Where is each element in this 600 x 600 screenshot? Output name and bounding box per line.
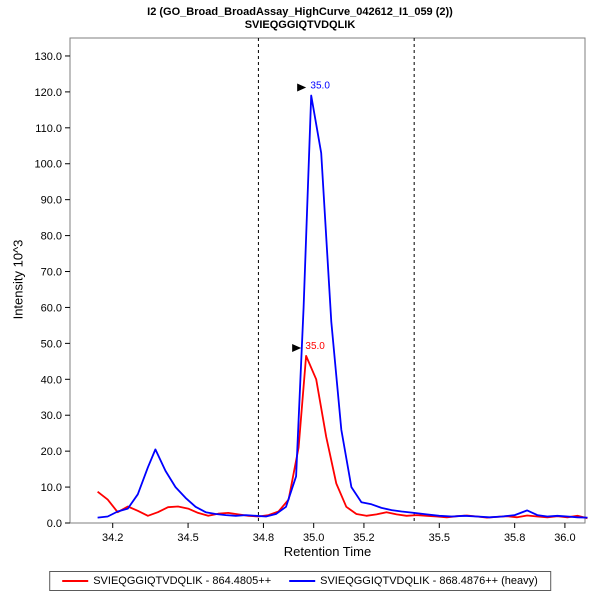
plot-area[interactable] [69,37,586,524]
y-tick-label: 80.0 [41,231,62,243]
y-tick-label: 60.0 [41,302,62,314]
legend-label: SVIEQGGIQTVDQLIK - 868.4876++ (heavy) [320,575,538,587]
x-tick-label: 35.5 [429,532,450,544]
legend-label: SVIEQGGIQTVDQLIK - 864.4805++ [93,575,272,587]
y-tick-label: 70.0 [41,267,62,279]
y-tick-label: 130.0 [34,51,62,63]
x-axis-label: Retention Time [283,544,372,559]
peak-flag-icon [292,343,302,352]
y-tick-label: 30.0 [41,410,62,422]
chart-title-line2: SVIEQGGIQTVDQLIK [244,19,356,31]
x-tick-label: 34.5 [177,532,198,544]
x-tick-label: 34.8 [253,532,274,544]
legend-item: SVIEQGGIQTVDQLIK - 864.4805++ [62,575,271,587]
legend-line-sample [62,580,89,582]
y-tick-label: 110.0 [35,123,62,135]
y-tick-label: 20.0 [41,446,62,458]
peak-annotation: 35.0 [305,341,325,352]
chart-title-line1: I2 (GO_Broad_BroadAssay_HighCurve_042612… [147,6,453,18]
x-tick-label: 34.2 [102,532,123,544]
x-tick-label: 36.0 [554,532,575,544]
y-tick-label: 100.0 [34,159,62,171]
chart-title: I2 (GO_Broad_BroadAssay_HighCurve_042612… [0,6,600,32]
series-line[interactable] [97,94,588,519]
legend-line-sample [289,580,316,582]
legend: SVIEQGGIQTVDQLIK - 864.4805++ SVIEQGGIQTV… [49,571,551,591]
x-tick-label: 35.2 [353,532,374,544]
y-tick-label: 50.0 [41,338,62,350]
y-tick-label: 40.0 [41,374,62,386]
chromatogram-plot[interactable]: 0.0 10.0 20.0 30.0 40.0 50.0 60.0 70.0 80.0 90.0 1… [0,0,600,566]
legend-item: SVIEQGGIQTVDQLIK - 868.4876++ (heavy) [289,575,538,587]
peak-annotation: 35.0 [310,80,330,91]
y-tick-label: 0.0 [47,518,62,530]
x-tick-label: 35.0 [303,532,324,544]
peak-flag-icon [297,83,307,92]
x-tick-label: 35.8 [504,532,525,544]
y-tick-label: 10.0 [41,482,62,494]
y-tick-label: 120.0 [34,87,62,99]
y-tick-label: 90.0 [41,195,62,207]
